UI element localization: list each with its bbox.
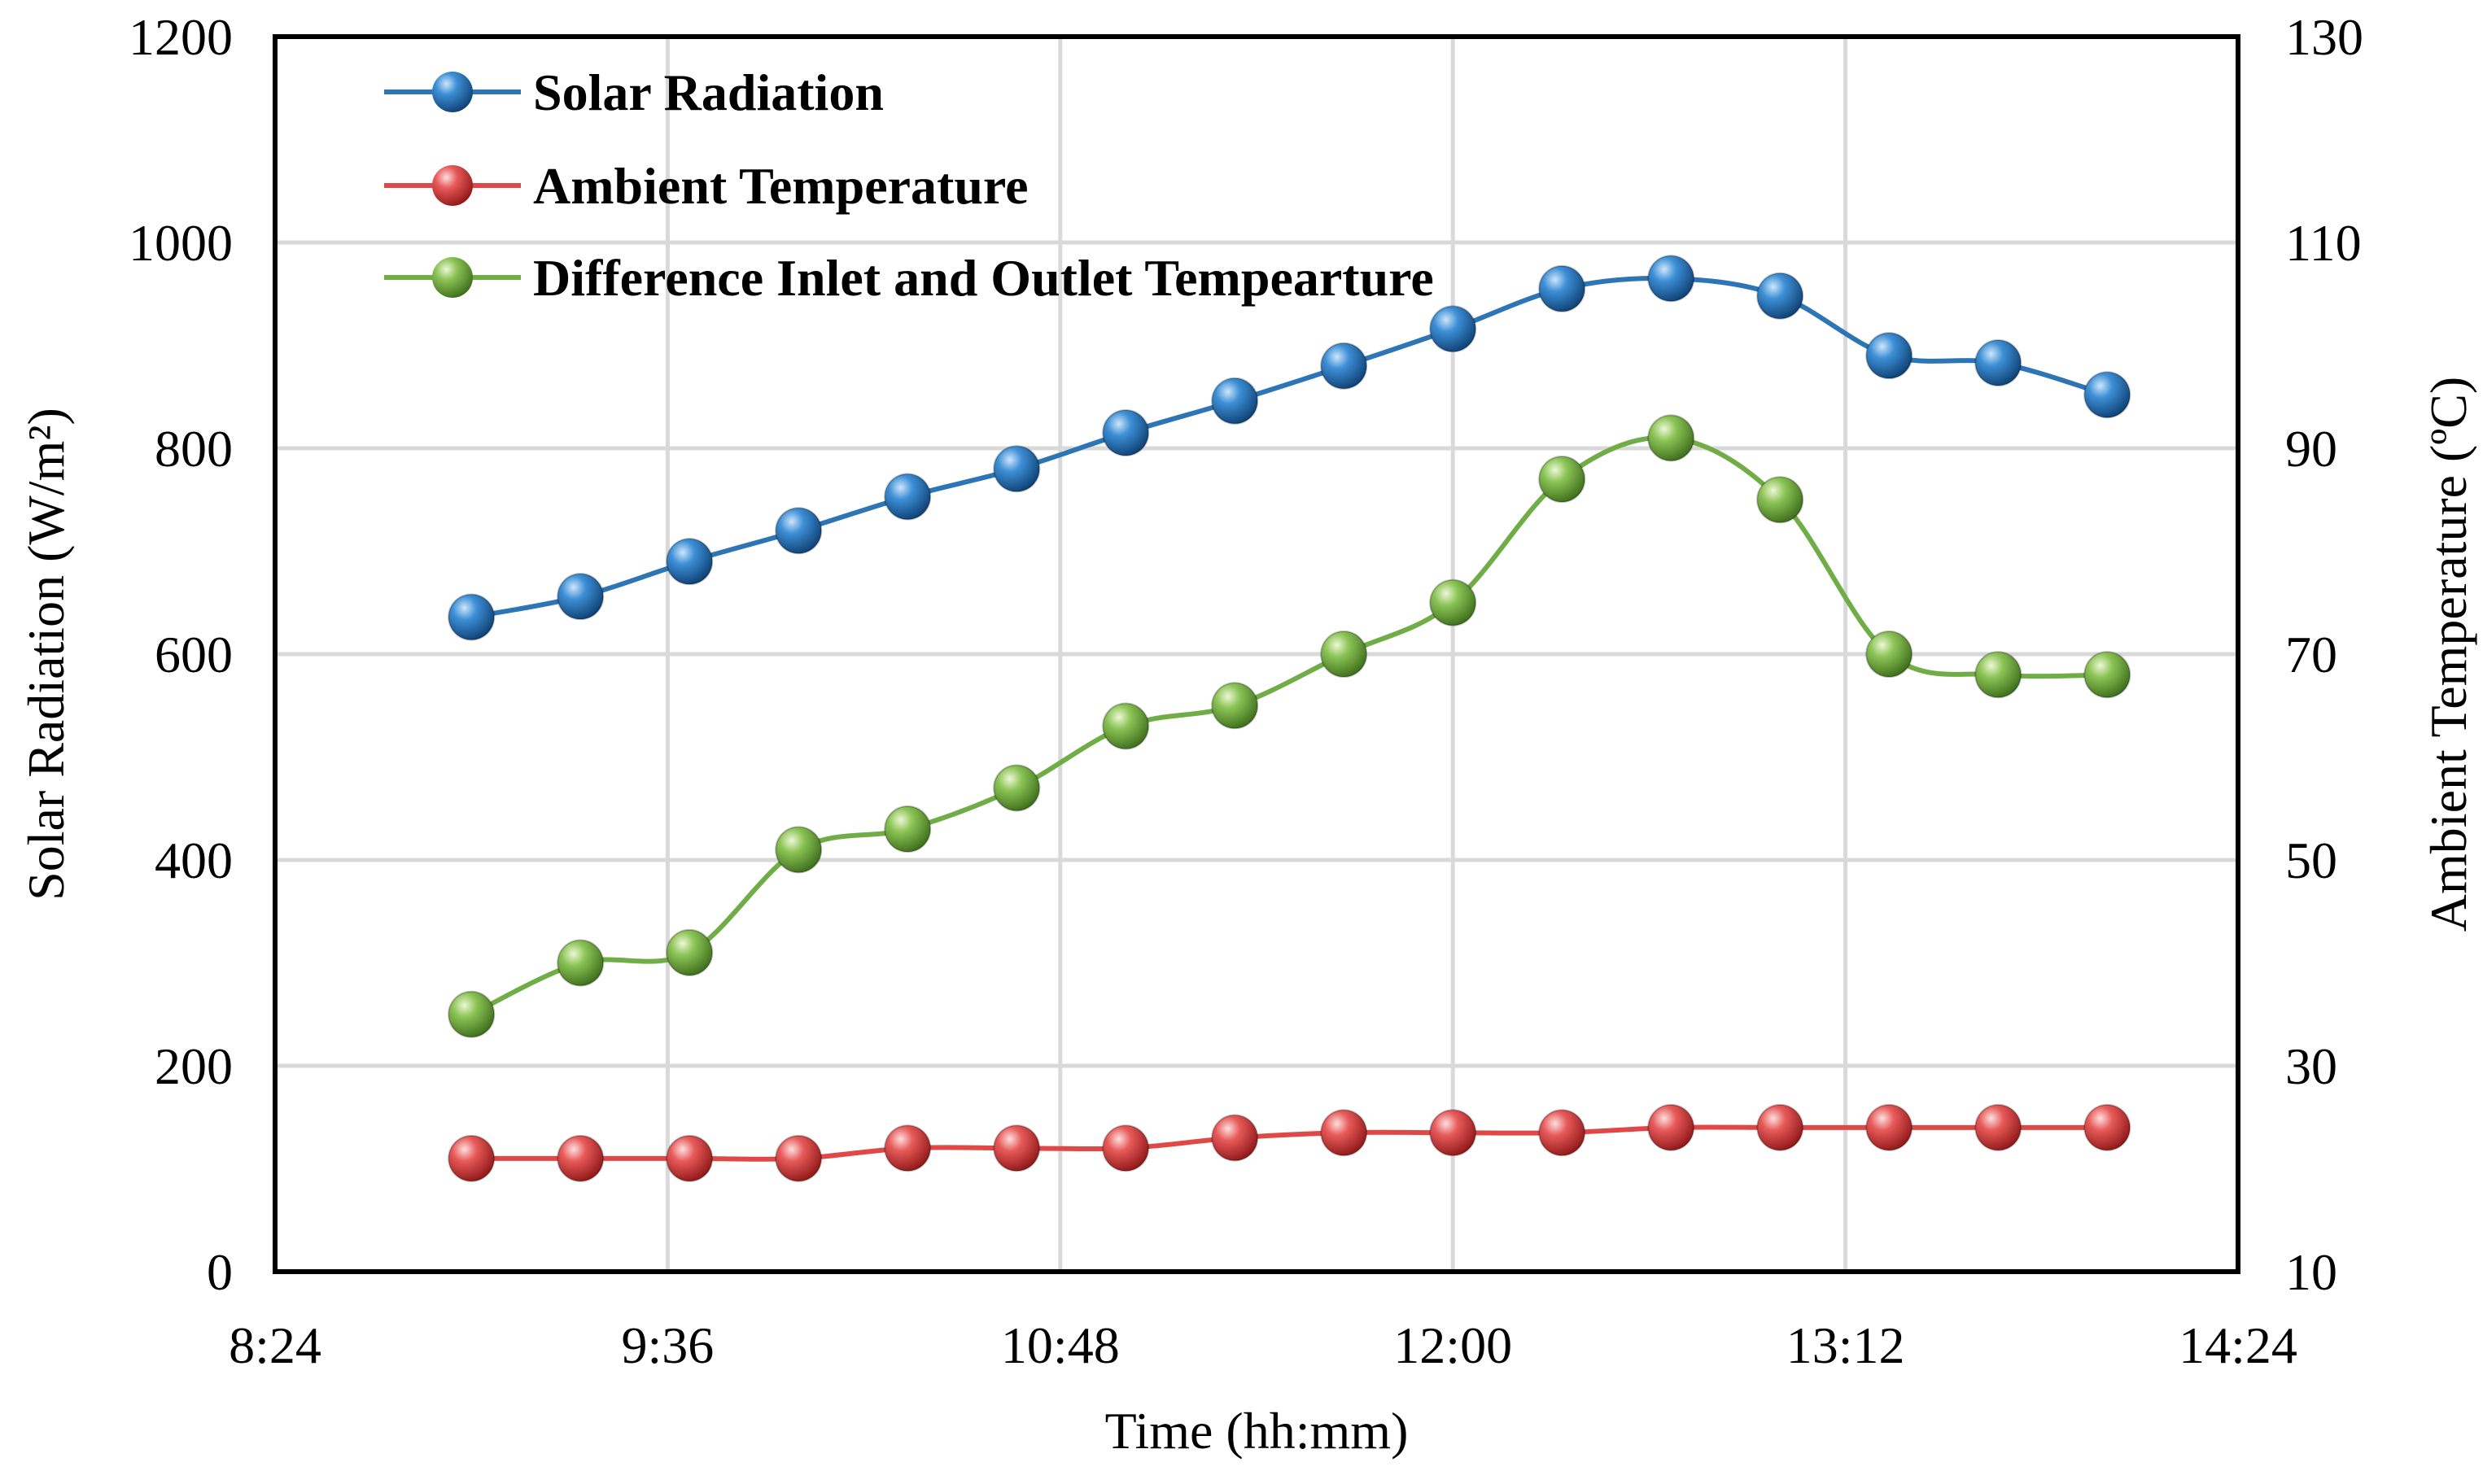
data-point: [775, 507, 823, 555]
data-point: [1211, 377, 1259, 425]
data-point: [1538, 1109, 1586, 1157]
left-y-tick-label: 200: [155, 1037, 233, 1095]
data-point: [884, 805, 932, 853]
data-point: [1320, 1109, 1368, 1157]
x-tick-label: 9:36: [622, 1316, 715, 1374]
x-tick-label: 8:24: [229, 1316, 321, 1374]
data-point: [1538, 264, 1586, 312]
series-line-solar-radiation: [470, 275, 2109, 620]
data-point: [1429, 578, 1477, 626]
data-point: [1429, 1109, 1477, 1157]
data-point: [1756, 1103, 1804, 1151]
right-y-tick-label: 30: [2285, 1037, 2337, 1095]
right-y-tick-label: 70: [2285, 626, 2337, 683]
legend: Solar Radiation Ambient Temperature Diff…: [384, 63, 1434, 307]
left-y-tick-label: 600: [155, 626, 233, 683]
data-point: [1756, 272, 1804, 320]
data-point: [666, 538, 714, 586]
data-point: [1538, 455, 1586, 503]
data-point: [2083, 371, 2131, 419]
data-point: [1102, 702, 1150, 750]
legend-marker-ambient-temperature: [432, 165, 473, 206]
left-y-tick-label: 400: [155, 831, 233, 889]
data-point: [1211, 1114, 1259, 1162]
plot-frame: [273, 34, 2240, 1274]
left-y-tick-label: 1000: [129, 214, 233, 272]
data-point: [1320, 631, 1368, 678]
data-point: [1211, 682, 1259, 730]
data-point: [557, 573, 605, 621]
series-difference-inlet-and-outlet-tempearture: [448, 414, 2131, 1038]
series-solar-radiation: [448, 255, 2131, 641]
data-point: [884, 473, 932, 521]
series-line-ambient-temperature: [471, 1124, 2108, 1162]
data-point: [1102, 1124, 1150, 1172]
legend-marker-temperature-difference: [432, 257, 473, 298]
data-point: [993, 1124, 1041, 1172]
right-y-tick-label: 90: [2285, 420, 2337, 478]
left-y-tick-label: 0: [207, 1243, 233, 1301]
data-point: [1647, 255, 1695, 303]
data-point: [1865, 332, 1913, 380]
data-point: [448, 1134, 496, 1182]
data-point: [1429, 305, 1477, 353]
legend-label-temperature-difference: Difference Inlet and Outlet Tempearture: [533, 249, 1434, 307]
data-point: [557, 1134, 605, 1182]
legend-label-solar-radiation: Solar Radiation: [533, 63, 884, 121]
data-point: [1320, 342, 1368, 390]
right-y-tick-label: 130: [2285, 8, 2363, 66]
right-y-tick-label: 50: [2285, 831, 2337, 889]
x-axis-ticks: 8:24 9:36 10:48 12:00 13:12 14:24: [229, 1316, 2297, 1374]
data-point: [2083, 1103, 2131, 1151]
left-axis-title: Solar Radiation (W/m²): [17, 408, 75, 901]
data-point: [1865, 1103, 1913, 1151]
gridlines: [275, 34, 2238, 1272]
data-point: [1647, 414, 1695, 462]
data-point: [448, 593, 496, 641]
data-point: [1974, 651, 2022, 699]
left-axis-ticks: 0 200 400 600 800 1000 1200: [129, 8, 233, 1301]
left-y-tick-label: 800: [155, 420, 233, 478]
data-point: [775, 826, 823, 874]
series-ambient-temperature: [448, 1103, 2131, 1182]
data-point: [1102, 409, 1150, 457]
data-point: [666, 1134, 714, 1182]
data-point: [448, 990, 496, 1038]
data-point: [2083, 651, 2131, 699]
data-point: [666, 928, 714, 976]
x-tick-label: 14:24: [2179, 1316, 2297, 1374]
x-axis-title: Time (hh:mm): [1105, 1402, 1409, 1460]
data-point: [993, 445, 1041, 493]
data-point: [993, 764, 1041, 812]
x-tick-label: 10:48: [1001, 1316, 1120, 1374]
data-point: [884, 1124, 932, 1172]
data-point: [1756, 476, 1804, 524]
legend-marker-solar-radiation: [432, 72, 473, 112]
right-axis-ticks: 10 30 50 70 90 110 130: [2285, 8, 2363, 1301]
data-point: [775, 1134, 823, 1182]
legend-label-ambient-temperature: Ambient Temperature: [533, 157, 1029, 215]
series-line-difference-inlet-and-outlet-tempearture: [470, 434, 2108, 1017]
x-tick-label: 13:12: [1786, 1316, 1905, 1374]
right-y-tick-label: 10: [2285, 1243, 2337, 1301]
data-point: [1865, 631, 1913, 678]
data-point: [557, 939, 605, 987]
data-point: [1647, 1103, 1695, 1151]
data-point: [1974, 339, 2022, 387]
series-layer: [448, 255, 2131, 1182]
right-axis-title: Ambient Temperature (ºC): [2420, 377, 2477, 932]
x-tick-label: 12:00: [1393, 1316, 1512, 1374]
right-y-tick-label: 110: [2285, 214, 2362, 272]
left-y-tick-label: 1200: [129, 8, 233, 66]
data-point: [1974, 1103, 2022, 1151]
